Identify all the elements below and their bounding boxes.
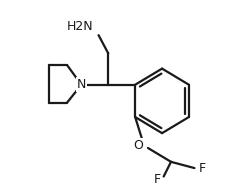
Text: O: O — [133, 139, 143, 152]
Text: F: F — [199, 163, 206, 176]
Text: F: F — [154, 173, 161, 186]
Text: H2N: H2N — [66, 20, 93, 33]
Text: N: N — [77, 78, 86, 91]
